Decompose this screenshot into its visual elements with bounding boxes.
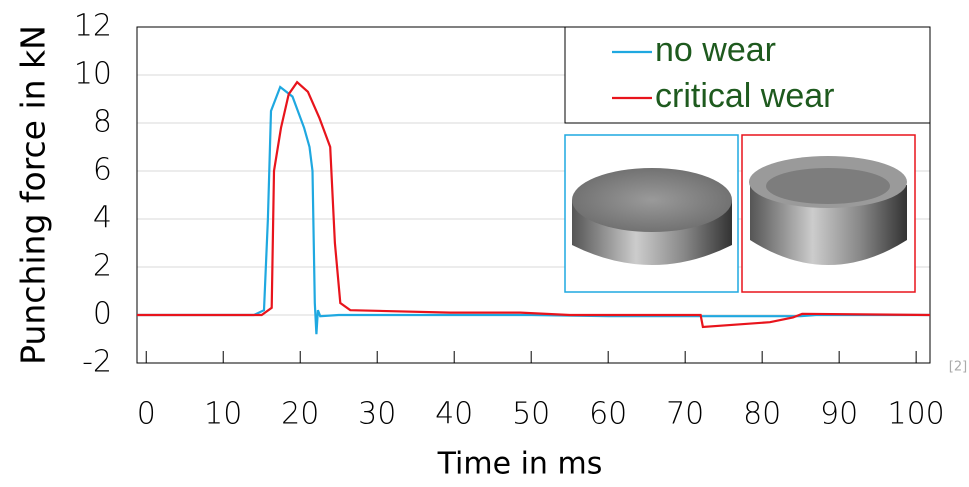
x-tick-label: 10 bbox=[204, 397, 242, 432]
source-note: [2] bbox=[949, 360, 967, 375]
legend-label: no wear bbox=[655, 31, 776, 69]
x-tick-label: 90 bbox=[820, 397, 858, 432]
x-axis-title: Time in ms bbox=[437, 447, 603, 482]
x-tick-label: 60 bbox=[589, 397, 627, 432]
y-tick-label: 8 bbox=[93, 105, 112, 140]
y-tick-label: 10 bbox=[74, 57, 112, 92]
plot-border bbox=[136, 26, 931, 364]
y-tick-label: 0 bbox=[93, 297, 112, 332]
x-tick-label: 70 bbox=[666, 397, 704, 432]
y-tick-label: -2 bbox=[82, 345, 112, 380]
punch-top bbox=[572, 168, 732, 232]
legend: no wear critical wear bbox=[564, 26, 931, 124]
inset-photos bbox=[564, 134, 916, 293]
y-tick-label: 4 bbox=[93, 201, 112, 236]
x-tick-label: 30 bbox=[358, 397, 396, 432]
data-line bbox=[137, 80, 931, 329]
y-tick-label: 12 bbox=[74, 9, 112, 44]
punch-worn-area bbox=[766, 168, 890, 204]
y-tick-label: 2 bbox=[93, 249, 112, 284]
x-tick-label: 20 bbox=[281, 397, 319, 432]
x-tick-label: 40 bbox=[435, 397, 473, 432]
legend-box bbox=[564, 26, 931, 124]
x-tick-label: 50 bbox=[512, 397, 550, 432]
y-axis-title: Punching force in kN bbox=[14, 25, 53, 365]
plot-area: -2 0 2 4 6 8 10 12 0 10 20 30 40 50 60 70 80 90 100 bbox=[74, 9, 945, 432]
x-tick-label: 0 bbox=[137, 397, 156, 432]
legend-label: critical wear bbox=[655, 77, 834, 115]
punch-side bbox=[750, 185, 907, 265]
y-tick-label: 6 bbox=[93, 153, 112, 188]
x-tick-label: 100 bbox=[888, 397, 945, 432]
x-tick-label: 80 bbox=[743, 397, 781, 432]
